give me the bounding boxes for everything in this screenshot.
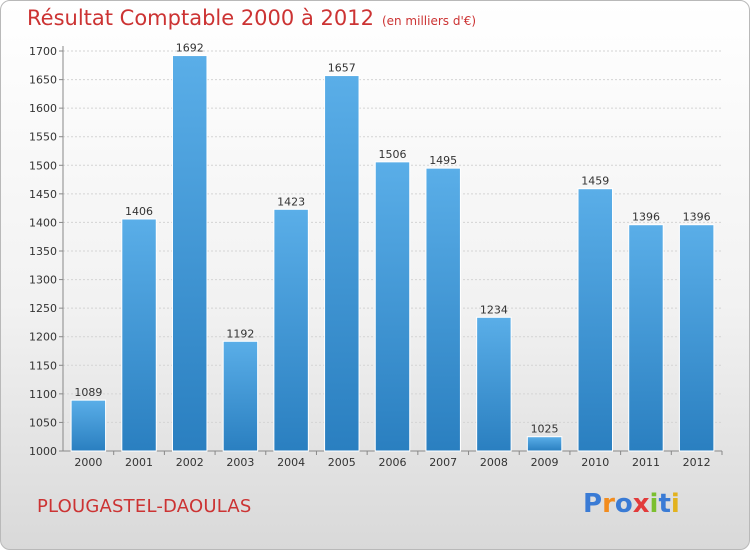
data-label: 1692	[176, 42, 204, 55]
logo-letter: i	[649, 489, 659, 519]
bar	[374, 161, 411, 452]
x-tick-label: 2012	[683, 456, 711, 469]
bar	[171, 55, 208, 452]
bars	[70, 55, 715, 452]
x-tick-label: 2010	[581, 456, 609, 469]
bar	[121, 218, 157, 452]
y-tick-label: 1400	[29, 216, 57, 229]
x-tick-label: 2008	[480, 456, 508, 469]
y-tick-label: 1550	[29, 131, 57, 144]
logo-letter: r	[602, 489, 615, 519]
chart-title: Résultat Comptable 2000 à 2012	[27, 6, 374, 30]
bar	[526, 436, 563, 452]
data-label: 1495	[429, 154, 457, 167]
y-tick-label: 1600	[29, 102, 57, 115]
x-tick-label: 2007	[429, 456, 457, 469]
x-tick-label: 2005	[328, 456, 356, 469]
x-tick-label: 2001	[125, 456, 153, 469]
y-tick-label: 1500	[29, 159, 57, 172]
y-tick-label: 1150	[29, 359, 57, 372]
data-label: 1657	[328, 62, 356, 75]
logo-letter: o	[614, 489, 633, 519]
data-label: 1025	[531, 423, 559, 436]
y-tick-label: 1450	[29, 188, 57, 201]
x-tick-label: 2011	[632, 456, 660, 469]
y-tick-label: 1000	[29, 445, 57, 458]
y-tick-label: 1650	[29, 74, 57, 87]
x-tick-label: 2000	[74, 456, 102, 469]
place-name: PLOUGASTEL-DAOULAS	[37, 496, 252, 517]
proxiti-logo[interactable]: Proxiti	[583, 489, 680, 519]
data-label: 1089	[74, 386, 102, 399]
y-tick-label: 1200	[29, 331, 57, 344]
x-tick-label: 2009	[531, 456, 559, 469]
x-tick-label: 2004	[277, 456, 305, 469]
y-tick-label: 1100	[29, 388, 57, 401]
data-label: 1234	[480, 303, 508, 316]
bar	[577, 188, 614, 452]
data-label: 1396	[683, 211, 711, 224]
logo-letter: t	[658, 489, 671, 519]
bar	[273, 208, 309, 452]
y-tick-label: 1700	[29, 45, 57, 58]
bar	[678, 224, 715, 452]
x-tick-label: 2002	[176, 456, 204, 469]
data-label: 1506	[379, 148, 407, 161]
y-tick-label: 1250	[29, 302, 57, 315]
x-tick-label: 2003	[226, 456, 254, 469]
bar	[70, 399, 107, 452]
bar	[324, 75, 360, 452]
title-row: Résultat Comptable 2000 à 2012 (en millie…	[27, 6, 476, 30]
data-label: 1396	[632, 211, 660, 224]
logo-letter: x	[632, 489, 650, 519]
data-label: 1459	[581, 175, 609, 188]
bar	[222, 340, 259, 452]
bar	[628, 224, 664, 452]
chart-subtitle: (en milliers d'€)	[381, 14, 477, 28]
logo-letter: P	[583, 489, 603, 519]
data-label: 1406	[125, 205, 153, 218]
data-label: 1423	[277, 195, 305, 208]
y-tick-label: 1350	[29, 245, 57, 258]
bar	[425, 167, 461, 452]
x-tick-label: 2006	[379, 456, 407, 469]
y-tick-label: 1300	[29, 274, 57, 287]
logo-letter: i	[670, 489, 680, 519]
bar	[476, 316, 512, 452]
data-label: 1192	[226, 327, 254, 340]
y-tick-label: 1050	[29, 416, 57, 429]
labels: 1000 1050 1100 1150 1200 1250 1300 1350 1400 1450…	[29, 42, 711, 469]
